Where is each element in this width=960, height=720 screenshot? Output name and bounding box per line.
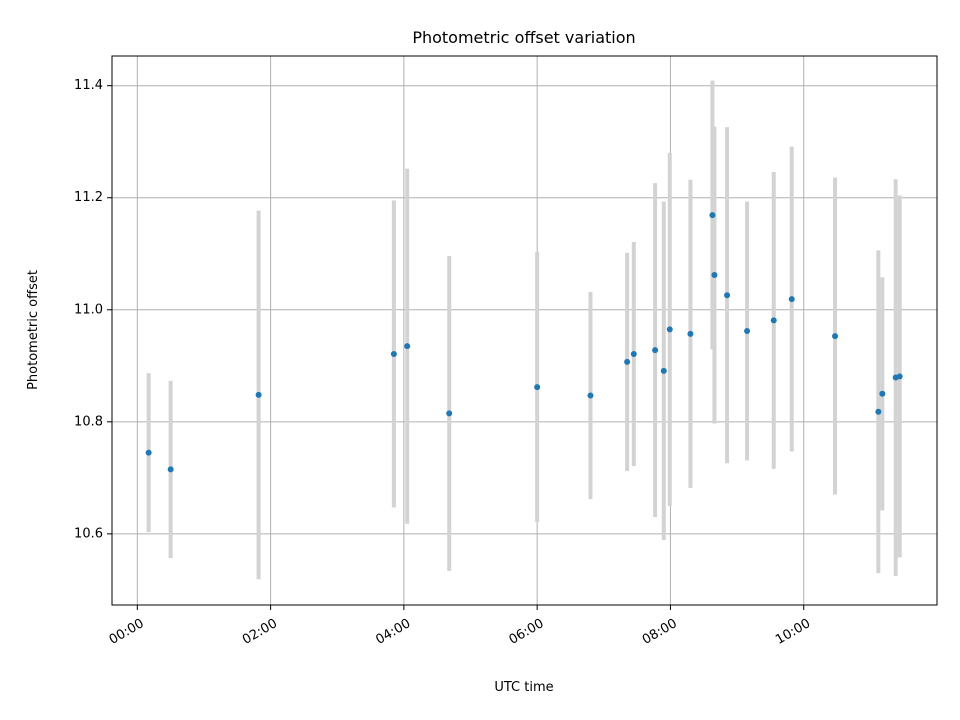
data-point — [652, 347, 659, 354]
data-point — [687, 330, 694, 337]
data-point — [534, 384, 541, 391]
data-point — [832, 333, 839, 340]
x-tick-label: 06:00 — [507, 616, 547, 648]
data-point — [446, 410, 453, 417]
data-point — [896, 373, 903, 380]
y-tick-label: 11.2 — [74, 190, 103, 205]
data-point — [879, 390, 886, 397]
data-point — [145, 449, 152, 456]
y-tick-label: 11.0 — [74, 302, 103, 317]
data-point — [724, 292, 731, 299]
x-tick-label: 10:00 — [773, 616, 813, 648]
x-tick-label: 04:00 — [373, 616, 413, 648]
data-point — [875, 408, 882, 415]
x-tick-label: 02:00 — [240, 616, 280, 648]
chart-title: Photometric offset variation — [412, 28, 635, 47]
x-axis-ticks: 00:00 02:00 04:00 06:00 08:00 10:00 — [107, 605, 813, 648]
y-axis-ticks: 10.6 10.8 11.0 11.2 11.4 — [74, 78, 112, 541]
y-tick-label: 10.6 — [74, 526, 103, 541]
y-tick-label: 11.4 — [74, 78, 103, 93]
data-point — [587, 392, 594, 399]
y-axis-label: Photometric offset — [26, 270, 41, 390]
data-point — [711, 272, 718, 279]
x-tick-label: 00:00 — [107, 616, 147, 648]
grid-lines — [112, 56, 937, 605]
x-axis-label: UTC time — [494, 680, 553, 695]
data-point — [770, 317, 777, 324]
data-point — [660, 367, 667, 374]
data-point — [255, 391, 262, 398]
data-point — [624, 358, 631, 365]
data-point — [630, 351, 637, 358]
error-bars — [146, 80, 902, 580]
data-point — [744, 328, 751, 335]
data-point — [404, 343, 411, 350]
data-point — [390, 351, 397, 358]
data-points — [145, 212, 903, 473]
data-point — [666, 326, 673, 333]
x-tick-label: 08:00 — [640, 616, 680, 648]
data-point — [167, 466, 174, 473]
y-tick-label: 10.8 — [74, 414, 103, 429]
data-point — [788, 296, 795, 303]
data-point — [709, 212, 716, 219]
plot-frame — [111, 55, 938, 606]
